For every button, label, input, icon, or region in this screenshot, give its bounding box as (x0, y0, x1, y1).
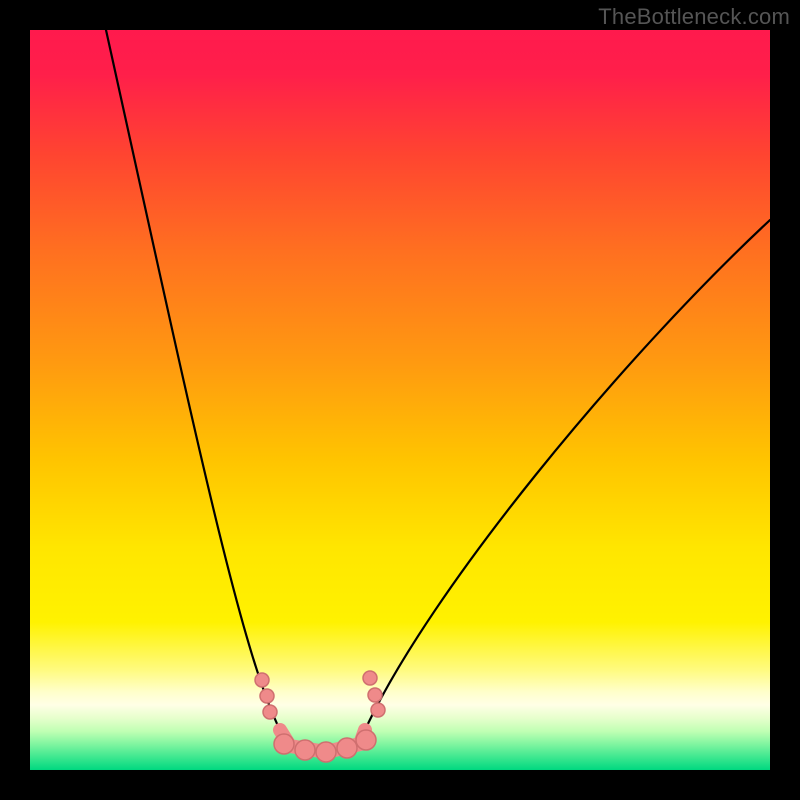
page-root: TheBottleneck.com (0, 0, 800, 800)
bottom-marker-2 (316, 742, 336, 762)
bottleneck-chart (30, 30, 770, 770)
right-marker-0 (363, 671, 377, 685)
plot-area (30, 30, 770, 770)
left-marker-1 (260, 689, 274, 703)
bottom-marker-3 (337, 738, 357, 758)
gradient-background (30, 30, 770, 770)
bottom-marker-1 (295, 740, 315, 760)
bottom-marker-0 (274, 734, 294, 754)
right-marker-1 (368, 688, 382, 702)
right-marker-2 (371, 703, 385, 717)
left-marker-0 (255, 673, 269, 687)
left-marker-2 (263, 705, 277, 719)
bottom-marker-4 (356, 730, 376, 750)
watermark-text: TheBottleneck.com (598, 4, 790, 30)
